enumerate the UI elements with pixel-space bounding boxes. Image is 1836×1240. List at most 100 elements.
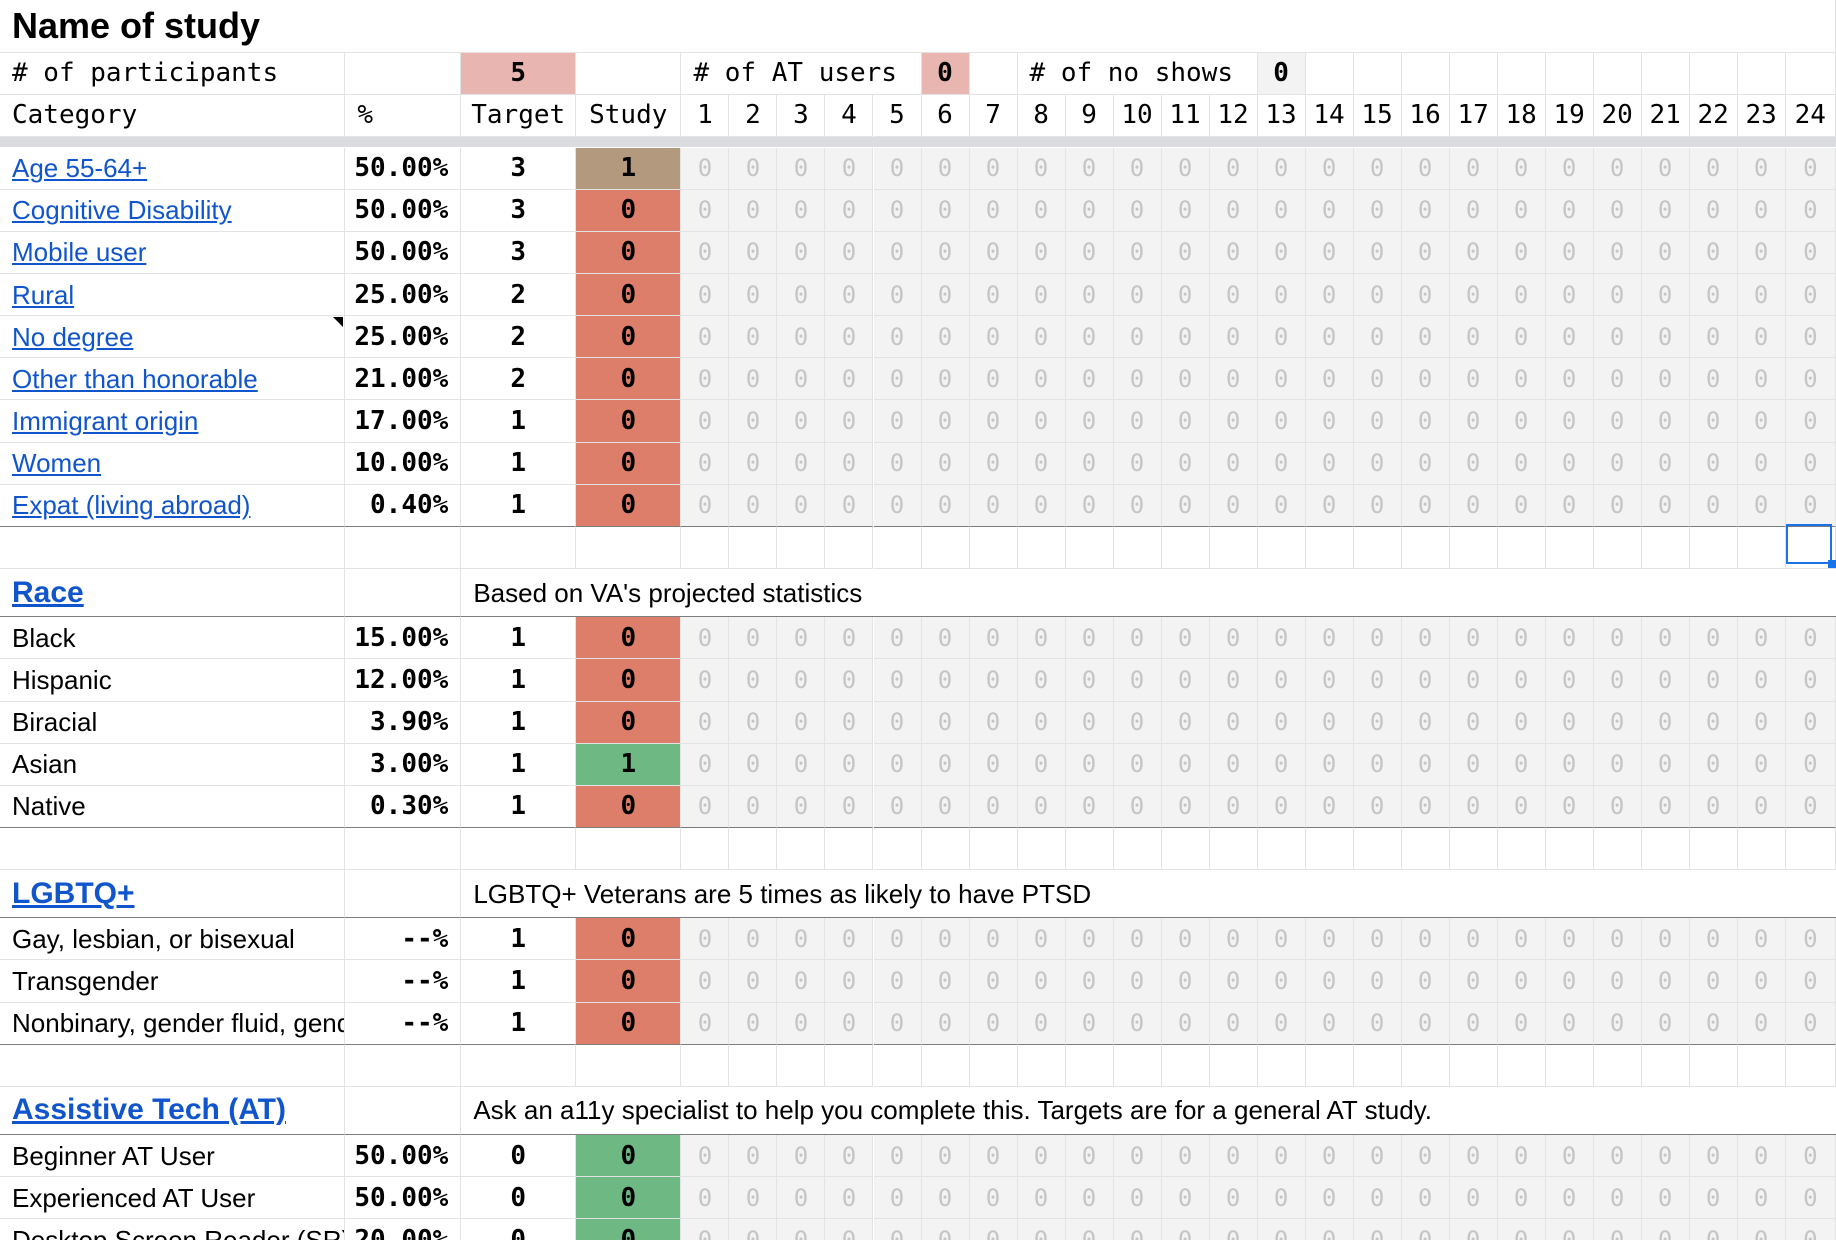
empty-cell[interactable] [1401, 827, 1450, 871]
session-cell[interactable]: 0 [969, 147, 1018, 190]
session-cell[interactable]: 0 [777, 1002, 826, 1045]
session-cell[interactable]: 0 [1209, 1219, 1258, 1240]
session-cell[interactable]: 0 [969, 1177, 1018, 1220]
study-count-cell[interactable]: 0 [576, 918, 682, 961]
header-study[interactable]: Study [576, 94, 682, 137]
session-cell[interactable]: 0 [1017, 785, 1066, 828]
session-cell[interactable]: 0 [777, 147, 826, 190]
session-cell[interactable]: 0 [1017, 316, 1066, 359]
session-cell[interactable]: 0 [1785, 701, 1836, 744]
header-session-24[interactable]: 24 [1785, 94, 1836, 137]
session-cell[interactable]: 0 [1641, 147, 1690, 190]
session-cell[interactable]: 0 [1449, 273, 1498, 317]
session-cell[interactable]: 0 [1257, 442, 1306, 485]
summary-empty-cell[interactable] [1449, 52, 1498, 95]
empty-cell[interactable] [1785, 526, 1836, 570]
empty-cell[interactable] [461, 526, 577, 570]
session-cell[interactable]: 0 [1065, 358, 1114, 401]
empty-cell[interactable] [1257, 1044, 1306, 1087]
session-cell[interactable]: 0 [1545, 659, 1594, 702]
session-cell[interactable]: 0 [1257, 231, 1306, 274]
session-cell[interactable]: 0 [1785, 442, 1836, 485]
session-cell[interactable]: 0 [681, 442, 730, 485]
session-cell[interactable]: 0 [1689, 1002, 1738, 1045]
session-cell[interactable]: 0 [825, 659, 874, 702]
session-cell[interactable]: 0 [1353, 1135, 1402, 1178]
session-cell[interactable]: 0 [969, 785, 1018, 828]
session-cell[interactable]: 0 [1785, 1002, 1836, 1045]
session-cell[interactable]: 0 [1641, 484, 1690, 527]
header-session-3[interactable]: 3 [777, 94, 826, 137]
session-cell[interactable]: 0 [1401, 617, 1450, 660]
session-cell[interactable]: 0 [1161, 785, 1210, 828]
percent-cell[interactable]: 25.00% [345, 273, 462, 317]
session-cell[interactable]: 0 [1209, 316, 1258, 359]
header-session-2[interactable]: 2 [729, 94, 778, 137]
session-cell[interactable]: 0 [1065, 785, 1114, 828]
empty-cell[interactable] [1545, 827, 1594, 871]
session-cell[interactable]: 0 [1065, 231, 1114, 274]
empty-cell[interactable] [1449, 1044, 1498, 1087]
study-count-cell[interactable]: 0 [576, 659, 682, 702]
empty-cell[interactable] [873, 827, 922, 871]
session-cell[interactable]: 0 [1017, 617, 1066, 660]
session-cell[interactable]: 0 [921, 1002, 970, 1045]
percent-cell[interactable]: 3.90% [345, 701, 462, 744]
session-cell[interactable]: 0 [1785, 189, 1836, 232]
session-cell[interactable]: 0 [1113, 1002, 1162, 1045]
study-count-cell[interactable]: 0 [576, 1177, 682, 1220]
study-count-cell[interactable]: 0 [576, 442, 682, 485]
category-label[interactable]: Rural [0, 273, 346, 317]
session-cell[interactable]: 0 [825, 1219, 874, 1240]
empty-cell[interactable] [345, 526, 462, 570]
header-session-5[interactable]: 5 [873, 94, 922, 137]
header-session-22[interactable]: 22 [1689, 94, 1738, 137]
session-cell[interactable]: 0 [1449, 147, 1498, 190]
session-cell[interactable]: 0 [1161, 316, 1210, 359]
session-cell[interactable]: 0 [921, 484, 970, 527]
session-cell[interactable]: 0 [1545, 785, 1594, 828]
session-cell[interactable]: 0 [1257, 189, 1306, 232]
session-cell[interactable]: 0 [1641, 617, 1690, 660]
session-cell[interactable]: 0 [1305, 1002, 1354, 1045]
category-label[interactable]: Transgender [0, 960, 346, 1003]
section-title-link[interactable]: Assistive Tech (AT) [0, 1086, 346, 1136]
session-cell[interactable]: 0 [873, 918, 922, 961]
session-cell[interactable]: 0 [1737, 358, 1786, 401]
target-cell[interactable]: 1 [461, 743, 577, 786]
study-count-cell[interactable]: 0 [576, 400, 682, 443]
study-count-cell[interactable]: 0 [576, 273, 682, 317]
session-cell[interactable]: 0 [825, 231, 874, 274]
empty-cell[interactable] [1257, 526, 1306, 570]
session-cell[interactable]: 0 [825, 918, 874, 961]
session-cell[interactable]: 0 [1353, 1177, 1402, 1220]
session-cell[interactable]: 0 [1497, 659, 1546, 702]
summary-empty-cell[interactable] [1785, 52, 1836, 95]
session-cell[interactable]: 0 [1209, 442, 1258, 485]
empty-cell[interactable] [1545, 526, 1594, 570]
empty-cell[interactable] [0, 827, 346, 871]
session-cell[interactable]: 0 [1209, 1177, 1258, 1220]
session-cell[interactable]: 0 [1401, 316, 1450, 359]
session-cell[interactable]: 0 [1449, 960, 1498, 1003]
session-cell[interactable]: 0 [825, 484, 874, 527]
empty-cell[interactable] [729, 526, 778, 570]
session-cell[interactable]: 0 [1257, 1177, 1306, 1220]
session-cell[interactable]: 0 [1593, 400, 1642, 443]
percent-cell[interactable]: 0.40% [345, 484, 462, 527]
session-cell[interactable]: 0 [1065, 316, 1114, 359]
target-cell[interactable]: 1 [461, 400, 577, 443]
session-cell[interactable]: 0 [873, 960, 922, 1003]
session-cell[interactable]: 0 [1017, 189, 1066, 232]
category-label[interactable]: Mobile user [0, 231, 346, 274]
session-cell[interactable]: 0 [1065, 147, 1114, 190]
session-cell[interactable]: 0 [1449, 400, 1498, 443]
session-cell[interactable]: 0 [777, 484, 826, 527]
session-cell[interactable]: 0 [777, 960, 826, 1003]
percent-cell[interactable]: --% [345, 918, 462, 961]
session-cell[interactable]: 0 [1689, 1135, 1738, 1178]
session-cell[interactable]: 0 [1305, 743, 1354, 786]
summary-empty-cell[interactable] [1593, 52, 1642, 95]
session-cell[interactable]: 0 [1545, 316, 1594, 359]
category-label[interactable]: Beginner AT User [0, 1135, 346, 1178]
